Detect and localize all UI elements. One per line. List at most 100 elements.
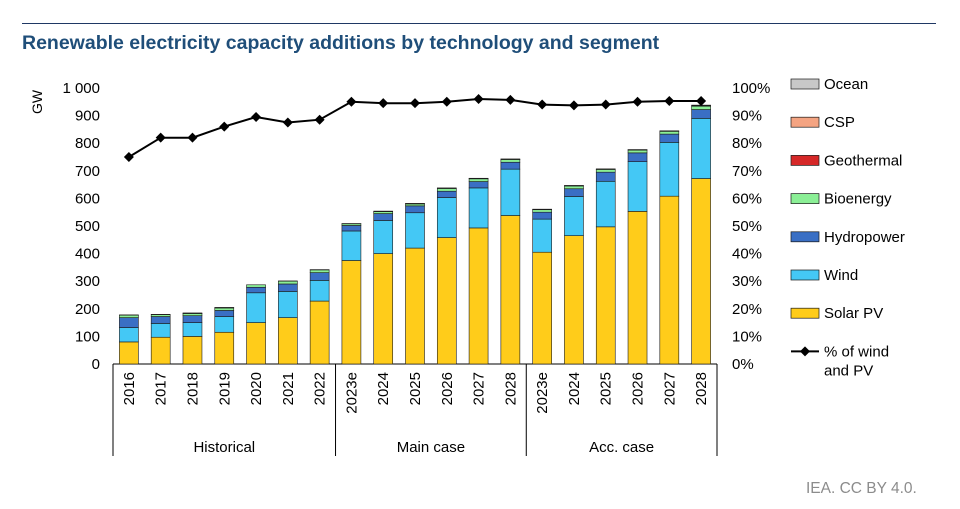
- y-tick-label: 600: [75, 190, 100, 207]
- bar-segment-hydropower: [659, 133, 680, 143]
- bar-segment-bioenergy: [500, 159, 521, 163]
- bar-segment-hydropower: [182, 315, 203, 323]
- share-point: [568, 100, 579, 111]
- bar-segment-solar-pv: [214, 331, 235, 365]
- bar-segment-wind: [564, 196, 584, 236]
- legend-label: CSP: [824, 114, 855, 131]
- y2-tick-label: 30%: [732, 273, 762, 290]
- x-tick-label: 2027: [661, 372, 678, 405]
- share-point: [314, 114, 325, 125]
- bar-segment-solar-pv: [436, 237, 457, 365]
- share-point: [505, 94, 516, 105]
- legend-label: Ocean: [824, 76, 868, 93]
- bar-segment-hydropower: [309, 272, 330, 281]
- share-point: [123, 152, 134, 162]
- legend-swatch: [790, 307, 820, 319]
- bar-segment-bioenergy: [309, 269, 330, 273]
- bar-segment-solar-pv: [659, 195, 680, 365]
- bar-segment-bioenergy: [659, 131, 680, 135]
- x-tick-label: 2026: [439, 372, 456, 405]
- bar-segment-hydropower: [278, 283, 298, 292]
- legend-swatch: [790, 78, 820, 90]
- legend-label: and PV: [824, 362, 873, 379]
- group-label: Acc. case: [589, 439, 654, 456]
- x-tick-label: 2027: [471, 372, 488, 405]
- bar-segment-bioenergy: [595, 169, 616, 173]
- bar-segment-solar-pv: [468, 227, 489, 365]
- legend-label: Solar PV: [824, 305, 883, 322]
- y2-tick-label: 50%: [732, 218, 762, 235]
- legend-swatch: [790, 116, 820, 128]
- bar-segment-solar-pv: [532, 251, 552, 365]
- x-tick-label: 2028: [693, 372, 710, 405]
- x-tick-label: 2020: [248, 372, 265, 405]
- bar-segment-bioenergy: [468, 178, 489, 182]
- share-point: [251, 111, 262, 122]
- y2-tick-label: 70%: [732, 163, 762, 180]
- x-tick-label: 2024: [375, 372, 392, 405]
- bar-segment-wind: [373, 220, 394, 254]
- y2-tick-label: 90%: [732, 108, 762, 125]
- legend-label: Geothermal: [824, 152, 902, 169]
- bar-segment-solar-pv: [341, 260, 362, 365]
- legend-label: Bioenergy: [824, 191, 892, 208]
- y-tick-label: 300: [75, 273, 100, 290]
- bar-segment-wind: [214, 316, 235, 333]
- share-line: [123, 94, 707, 162]
- bar-segment-wind: [182, 322, 203, 337]
- bar-segment-hydropower: [119, 317, 139, 328]
- x-tick-label: 2017: [153, 372, 170, 405]
- share-point: [600, 99, 611, 110]
- axes: 0 100 200 300 400 500 600 700 800 900 1 000 0% 10% 20…: [29, 80, 770, 373]
- share-point: [441, 96, 452, 107]
- share-point: [473, 94, 484, 105]
- bar-segment-wind: [246, 292, 266, 323]
- x-tick-label: 2018: [185, 372, 202, 405]
- legend-diamond-marker: [800, 346, 810, 357]
- bar-segment-solar-pv: [691, 178, 711, 365]
- group-label: Historical: [193, 439, 255, 456]
- share-point: [632, 96, 643, 107]
- bar-segment-wind: [278, 291, 298, 318]
- x-tick-label: 2026: [630, 372, 647, 405]
- bar-segment-solar-pv: [119, 341, 139, 365]
- legend-swatch: [790, 193, 820, 204]
- bar-segment-bioenergy: [246, 284, 266, 288]
- x-tick-label: 2025: [407, 372, 424, 405]
- bar-segment-wind: [500, 168, 521, 216]
- x-tick-label: 2028: [502, 372, 519, 405]
- bar-segment-hydropower: [564, 188, 584, 197]
- bar-segment-wind: [150, 323, 171, 338]
- legend-label: Hydropower: [824, 229, 905, 246]
- legend-swatch: [790, 155, 820, 166]
- bar-segment-bioenergy: [627, 149, 648, 154]
- y-tick-label: 0: [92, 356, 100, 373]
- bar-segment-hydropower: [246, 286, 266, 294]
- bar-segment-hydropower: [214, 310, 235, 317]
- bar-segment-bioenergy: [278, 280, 298, 285]
- share-point: [378, 98, 389, 109]
- share-point: [219, 121, 230, 132]
- bar-segment-solar-pv: [500, 215, 521, 365]
- bar-segment-hydropower: [373, 213, 394, 221]
- bar-segment-hydropower: [150, 316, 171, 324]
- bar-segment-wind: [119, 327, 139, 343]
- bar-segment-solar-pv: [278, 317, 298, 365]
- y-tick-label: 1 000: [62, 80, 100, 97]
- bar-segment-solar-pv: [627, 211, 648, 365]
- bar-segment-wind: [405, 212, 425, 249]
- y2-tick-label: 80%: [732, 135, 762, 152]
- group-label: Main case: [397, 439, 465, 456]
- bar-segment-bioenergy: [691, 105, 711, 110]
- bar-segment-solar-pv: [182, 336, 203, 365]
- legend-swatch: [790, 231, 820, 243]
- bar-segment-bioenergy: [532, 209, 552, 213]
- share-point: [664, 95, 675, 106]
- share-point: [187, 132, 198, 143]
- bar-segment-wind: [691, 118, 711, 179]
- bar-segment-solar-pv: [405, 247, 425, 365]
- bar-segment-hydropower: [595, 171, 616, 182]
- bar-segment-solar-pv: [564, 235, 584, 365]
- bar-segment-wind: [595, 180, 616, 228]
